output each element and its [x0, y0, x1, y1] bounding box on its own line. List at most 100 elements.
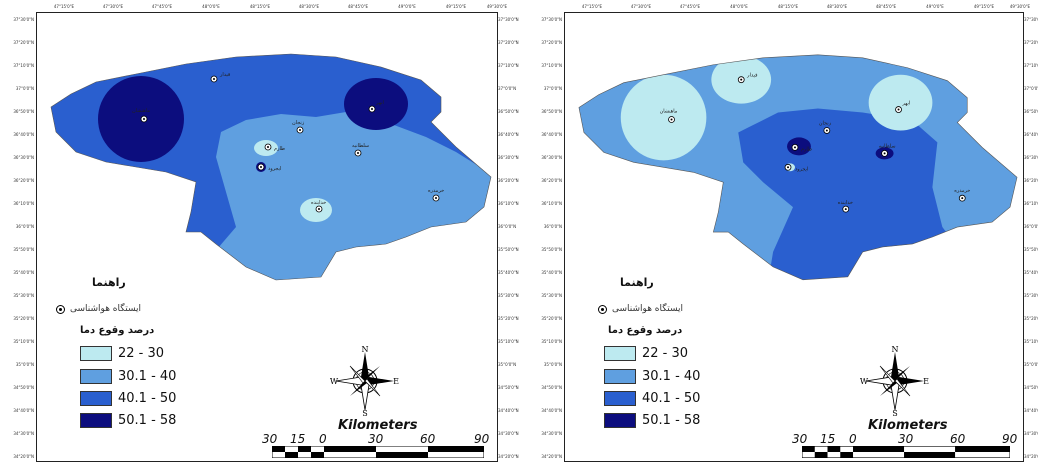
legend-swatch — [80, 391, 112, 406]
latitude-tick: 34°30'0"N — [498, 431, 519, 436]
latitude-tick: 35°40'0"N — [1024, 270, 1038, 275]
legend-range: 50.1 - 58 — [642, 413, 701, 428]
compass-north-label: N — [892, 346, 899, 354]
station-marker — [354, 149, 362, 157]
latitude-tick: 35°20'0"N — [498, 316, 519, 321]
map-panel-left: قیدار خرمدره ماهنشان ابهر زنجان طارم ایج… — [13, 4, 519, 462]
latitude-tick: 37°10'0"N — [13, 63, 34, 68]
longitude-tick: 48°45'0"E — [875, 4, 897, 9]
station-label: ماهنشان — [132, 108, 150, 114]
latitude-tick: 34°50'0"N — [1024, 385, 1038, 390]
latitude-tick: 36°20'0"N — [498, 178, 519, 183]
legend-station-label: ایستگاه هواشناسی — [612, 304, 683, 314]
legend-item: 40.1 - 50 — [80, 391, 176, 406]
legend-item: 50.1 - 58 — [604, 413, 700, 428]
latitude-tick: 37°0'0"N — [1024, 86, 1038, 91]
latitude-tick: 35°10'0"N — [13, 339, 34, 344]
latitude-tick: 35°30'0"N — [1024, 293, 1038, 298]
compass-rose-icon: N E S W — [860, 346, 929, 416]
station-label: زنجان — [819, 120, 832, 126]
latitude-tick: 36°10'0"N — [1024, 201, 1038, 206]
longitude-tick: 49°30'0"E — [486, 4, 508, 9]
latitude-tick: 36°50'0"N — [541, 109, 562, 114]
legend-swatch — [604, 413, 636, 428]
station-label: ایجرود — [268, 166, 281, 172]
compass-west-label: W — [330, 377, 339, 386]
latitude-tick: 34°20'0"N — [541, 454, 562, 459]
scale-label: 15 — [820, 432, 836, 446]
longitude-tick: 49°30'0"E — [1009, 4, 1031, 9]
scale-title: Kilometers — [338, 418, 418, 433]
legend-swatch — [80, 346, 112, 361]
scale-bar — [802, 446, 1010, 458]
longitude-tick: 48°45'0"E — [347, 4, 369, 9]
station-label: خرمدره — [954, 188, 970, 194]
station-marker — [895, 106, 902, 113]
station-marker — [140, 115, 148, 123]
legend-class-title: درصد وقوع دما — [608, 325, 683, 336]
scale-label: 60 — [420, 432, 436, 446]
scale-label: 15 — [290, 432, 306, 446]
zone-22-30 — [868, 74, 933, 131]
station-marker — [257, 163, 265, 171]
latitude-tick: 34°50'0"N — [541, 385, 562, 390]
station-label: خرمدره — [428, 188, 444, 194]
scale-label: 30 — [368, 432, 384, 446]
station-label: خدابنده — [838, 200, 853, 206]
longitude-tick: 48°15'0"E — [249, 4, 271, 9]
station-marker — [668, 116, 675, 123]
legend-range: 22 - 30 — [642, 346, 689, 361]
latitude-tick: 36°20'0"N — [541, 178, 562, 183]
legend-item: 22 - 30 — [80, 346, 164, 361]
latitude-tick: 36°40'0"N — [498, 132, 519, 137]
longitude-tick: 47°45'0"E — [151, 4, 173, 9]
station-marker — [881, 149, 888, 157]
station-symbol-icon — [598, 304, 607, 314]
latitude-tick: 36°30'0"N — [1024, 155, 1038, 160]
latitude-tick: 36°30'0"N — [541, 155, 562, 160]
station-marker — [432, 194, 440, 202]
compass-rose-icon: N E S W — [330, 346, 399, 416]
scale-label: 0 — [319, 432, 327, 446]
legend-class-title: درصد وقوع دما — [80, 325, 155, 336]
latitude-tick: 37°30'0"N — [498, 17, 519, 22]
latitude-tick: 35°20'0"N — [541, 316, 562, 321]
region-map: قیدار خرمدره ماهنشان ابهر زنجان طارم ایج… — [578, 54, 1018, 281]
station-marker — [210, 75, 218, 83]
legend-range: 50.1 - 58 — [118, 413, 177, 428]
compass-south-label: S — [892, 409, 897, 416]
station-marker — [958, 194, 966, 202]
latitude-tick: 36°30'0"N — [13, 155, 34, 160]
station-label: طارم — [274, 146, 285, 152]
latitude-tick: 34°20'0"N — [13, 454, 34, 459]
legend-title: راهنما — [92, 276, 126, 289]
latitude-tick: 36°10'0"N — [541, 201, 562, 206]
legend-item: 30.1 - 40 — [604, 369, 700, 384]
legend-swatch — [604, 346, 636, 361]
station-label: ابهر — [375, 100, 384, 106]
latitude-tick: 35°10'0"N — [498, 339, 519, 344]
latitude-tick: 34°50'0"N — [13, 385, 34, 390]
latitude-tick: 35°0'0"N — [543, 362, 562, 367]
legend-swatch — [604, 369, 636, 384]
longitude-tick: 47°45'0"E — [679, 4, 701, 9]
station-label: طارم — [801, 146, 812, 152]
station-label: سلطانیه — [352, 143, 369, 149]
zone-50-58 — [344, 78, 408, 130]
longitude-tick: 48°30'0"E — [298, 4, 320, 9]
latitude-tick: 34°20'0"N — [1024, 454, 1038, 459]
legend-station-row: ایستگاه هواشناسی — [598, 304, 683, 314]
latitude-tick: 35°30'0"N — [541, 293, 562, 298]
compass-east-label: E — [923, 377, 929, 386]
legend-item: 40.1 - 50 — [604, 391, 700, 406]
latitude-tick: 35°0'0"N — [498, 362, 517, 367]
compass-west-label: W — [860, 377, 869, 386]
compass-south-label: S — [362, 409, 367, 416]
latitude-tick: 37°0'0"N — [498, 86, 517, 91]
latitude-tick: 36°0'0"N — [543, 224, 562, 229]
map-panel-right: قیدار خرمدره ماهنشان ابهر زنجان طارم ایج… — [528, 0, 1040, 476]
scale-label: 60 — [950, 432, 966, 446]
legend-item: 22 - 30 — [604, 346, 688, 361]
station-label: قیدار — [219, 72, 231, 78]
scale-label: 30 — [262, 432, 278, 446]
